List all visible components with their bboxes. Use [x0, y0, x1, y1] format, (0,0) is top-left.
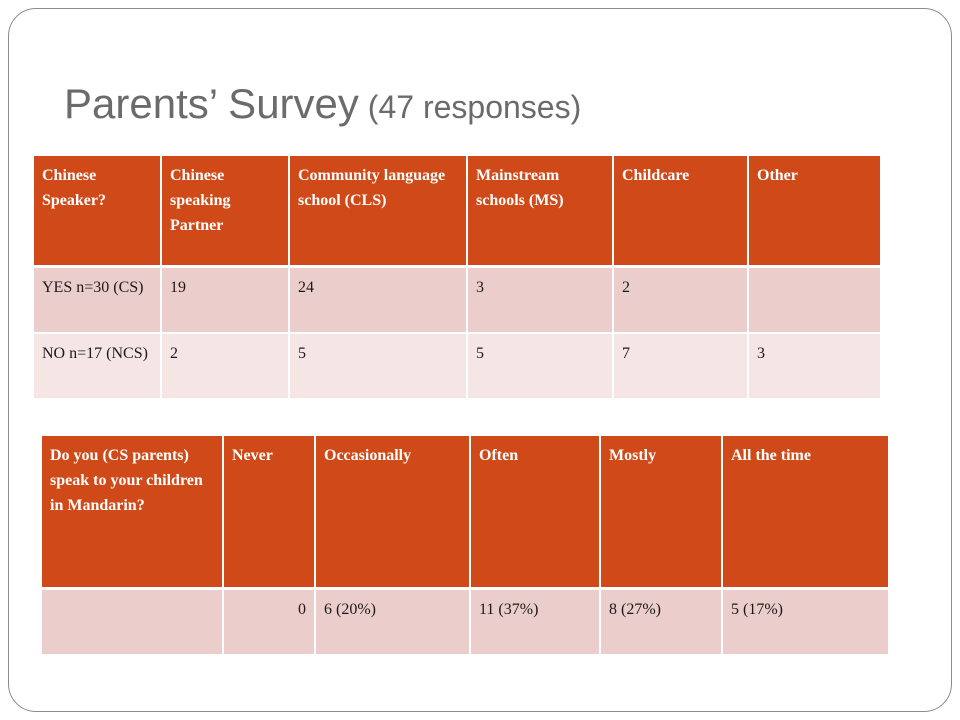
table-cell: 11 (37%) [471, 590, 601, 656]
table-cell: 5 (17%) [723, 590, 888, 656]
title-main: Parents’ Survey [64, 80, 359, 127]
table-cell: 7 [614, 334, 749, 400]
table-header-row: Chinese Speaker? Chinese speaking Partne… [34, 156, 880, 268]
header-cell: Chinese Speaker? [34, 156, 162, 268]
table-cell: 3 [749, 334, 880, 400]
header-cell: Chinese speaking Partner [162, 156, 290, 268]
row-label-cell: NO n=17 (NCS) [34, 334, 162, 400]
row-label-cell [42, 590, 224, 656]
header-cell: All the time [723, 436, 888, 590]
table-cell: 2 [162, 334, 290, 400]
row-label-cell: YES n=30 (CS) [34, 268, 162, 334]
table-cell: 3 [468, 268, 614, 334]
slide-title: Parents’ Survey (47 responses) [64, 80, 581, 128]
table-caregiver-language: Chinese Speaker? Chinese speaking Partne… [34, 156, 880, 400]
header-cell: Other [749, 156, 880, 268]
table-cell: 5 [290, 334, 468, 400]
table-row: 0 6 (20%) 11 (37%) 8 (27%) 5 (17%) [42, 590, 888, 656]
table-cell: 19 [162, 268, 290, 334]
table-cell: 5 [468, 334, 614, 400]
header-cell: Mostly [601, 436, 723, 590]
table-cell: 24 [290, 268, 468, 334]
header-cell: Mainstream schools (MS) [468, 156, 614, 268]
table-row: YES n=30 (CS) 19 24 3 2 [34, 268, 880, 334]
header-cell: Occasionally [316, 436, 471, 590]
header-cell: Community language school (CLS) [290, 156, 468, 268]
table-cell [749, 268, 880, 334]
table-cell: 6 (20%) [316, 590, 471, 656]
header-cell: Childcare [614, 156, 749, 268]
title-response-count: (47 responses) [358, 89, 582, 125]
header-cell: Often [471, 436, 601, 590]
table-cell: 0 [224, 590, 316, 656]
table-row: NO n=17 (NCS) 2 5 5 7 3 [34, 334, 880, 400]
table-header-row: Do you (CS parents) speak to your childr… [42, 436, 888, 590]
table-cell: 8 (27%) [601, 590, 723, 656]
header-cell: Never [224, 436, 316, 590]
header-cell: Do you (CS parents) speak to your childr… [42, 436, 224, 590]
table-mandarin-frequency: Do you (CS parents) speak to your childr… [42, 436, 888, 656]
table-cell: 2 [614, 268, 749, 334]
